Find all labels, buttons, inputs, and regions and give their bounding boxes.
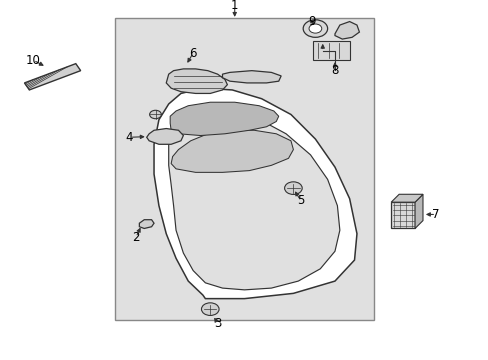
- Polygon shape: [390, 194, 422, 202]
- Text: 2: 2: [132, 231, 140, 244]
- Circle shape: [284, 182, 302, 194]
- Polygon shape: [139, 220, 154, 229]
- Circle shape: [201, 303, 219, 315]
- Polygon shape: [146, 129, 183, 144]
- Text: 8: 8: [330, 64, 338, 77]
- Text: 1: 1: [230, 0, 238, 12]
- Text: 3: 3: [213, 317, 221, 330]
- Polygon shape: [334, 22, 359, 39]
- Text: 9: 9: [307, 15, 315, 28]
- Polygon shape: [24, 64, 81, 90]
- Text: 10: 10: [26, 54, 41, 67]
- Polygon shape: [222, 71, 281, 83]
- Circle shape: [303, 20, 327, 37]
- Text: 4: 4: [125, 131, 133, 144]
- Text: 7: 7: [431, 208, 439, 221]
- Text: 5: 5: [296, 194, 304, 207]
- Bar: [390, 202, 414, 229]
- Polygon shape: [166, 69, 227, 94]
- Polygon shape: [170, 102, 278, 135]
- Polygon shape: [168, 111, 339, 290]
- Polygon shape: [154, 88, 356, 299]
- Text: 6: 6: [189, 46, 197, 60]
- Polygon shape: [414, 194, 422, 229]
- Circle shape: [308, 24, 321, 33]
- Bar: [115, 18, 373, 320]
- Circle shape: [149, 110, 161, 119]
- Polygon shape: [171, 130, 293, 172]
- Bar: [312, 41, 349, 60]
